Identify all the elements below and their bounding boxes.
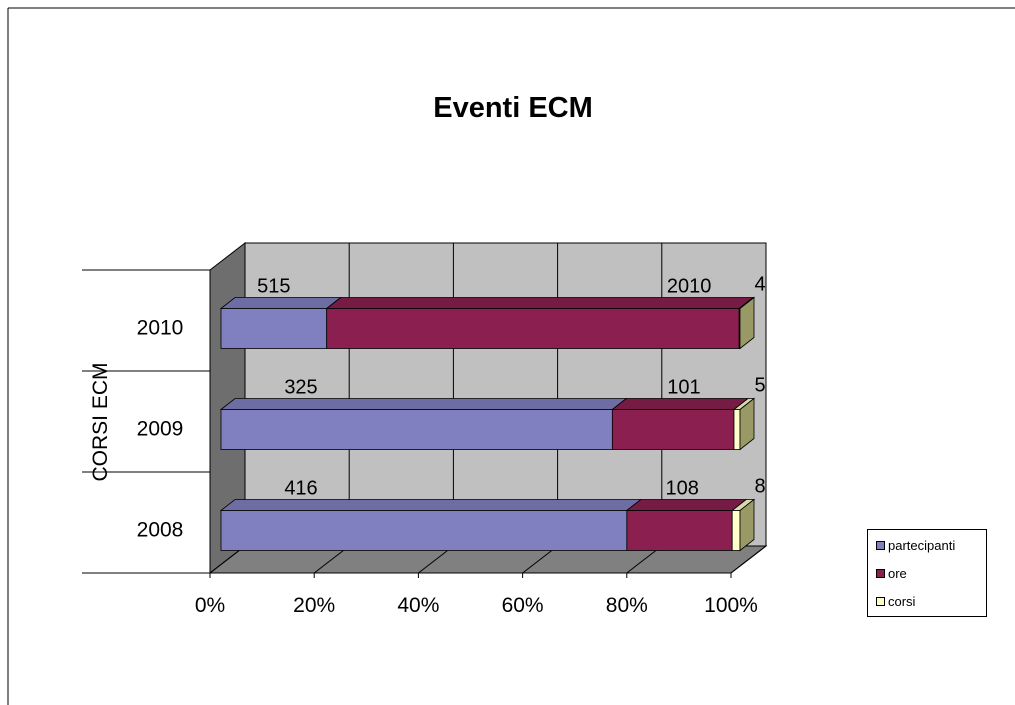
x-tick-label: 20% — [293, 594, 335, 617]
bar-end-face — [739, 296, 755, 350]
bar-end-face — [739, 498, 755, 552]
data-label-ore: 101 — [667, 377, 700, 399]
data-label-corsi: 5 — [754, 375, 765, 397]
data-label-ore: 2010 — [667, 276, 712, 298]
legend-item-partecipanti: partecipanti — [876, 538, 955, 553]
legend-item-ore: ore — [876, 566, 907, 581]
legend-label-corsi: corsi — [888, 594, 916, 609]
x-tick-label: 80% — [606, 594, 648, 617]
data-label-partecipanti: 515 — [257, 276, 290, 298]
bar-ore — [326, 308, 740, 349]
bar-top-ore — [325, 297, 755, 309]
x-tick-label: 100% — [704, 594, 758, 617]
category-label: 2008 — [137, 519, 184, 542]
x-tick-label: 60% — [502, 594, 544, 617]
x-tick-label: 0% — [195, 594, 225, 617]
data-label-partecipanti: 325 — [284, 377, 317, 399]
bar-ore — [626, 510, 733, 551]
floor-gridline — [730, 545, 767, 574]
bar-top-partecipanti — [219, 398, 628, 410]
x-tick-label: 40% — [397, 594, 439, 617]
legend-label-partecipanti: partecipanti — [888, 538, 956, 553]
legend-item-corsi: corsi — [876, 594, 915, 609]
legend-swatch-ore — [876, 569, 885, 578]
bar-top-partecipanti — [219, 297, 342, 309]
bar-end-face — [739, 397, 755, 451]
bar-top-ore — [625, 499, 748, 511]
bar-corsi — [733, 409, 741, 450]
bar-partecipanti — [220, 308, 328, 349]
data-label-partecipanti: 416 — [284, 478, 317, 500]
category-label: 2009 — [137, 418, 184, 441]
legend-swatch-corsi — [876, 597, 885, 606]
data-label-ore: 108 — [666, 478, 699, 500]
legend-label-ore: ore — [888, 566, 907, 581]
bar-partecipanti — [220, 409, 613, 450]
bar-top-ore — [611, 398, 750, 410]
bar-top-partecipanti — [219, 499, 642, 511]
plot-area: 0% 20% 40% 60% 80% 100% 2008 416 108 8 2009 325 101 5… — [82, 241, 768, 617]
y-axis-title: CORSI ECM — [89, 362, 112, 481]
bar-corsi — [731, 510, 741, 551]
bar-ore — [611, 409, 735, 450]
data-label-corsi: 8 — [754, 476, 765, 498]
legend: partecipanti ore corsi — [867, 529, 987, 617]
legend-swatch-partecipanti — [876, 541, 885, 550]
bar-partecipanti — [220, 510, 628, 551]
category-label: 2010 — [137, 317, 184, 340]
chart-title: Eventi ECM — [433, 92, 593, 124]
data-label-corsi: 4 — [754, 274, 765, 296]
